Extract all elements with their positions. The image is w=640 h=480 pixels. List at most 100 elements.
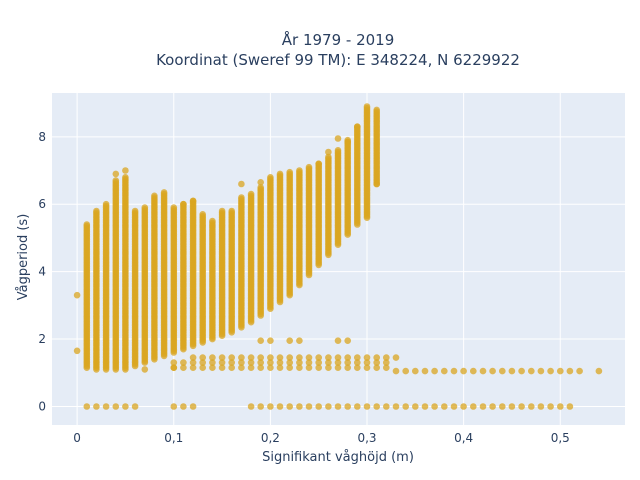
data-point [325, 354, 332, 361]
data-point [189, 364, 197, 372]
data-point [286, 403, 294, 410]
data-point [363, 364, 371, 372]
data-point [566, 367, 574, 375]
x-tick-label: 0,5 [551, 431, 570, 445]
data-point [344, 354, 352, 361]
data-point [325, 403, 332, 410]
x-tick-label: 0,3 [357, 431, 376, 445]
data-point [199, 364, 206, 372]
data-point [354, 123, 361, 130]
data-point [431, 367, 438, 375]
data-point [228, 359, 235, 366]
data-point [218, 364, 226, 372]
data-point [363, 354, 371, 361]
data-point [209, 354, 216, 361]
data-point [595, 367, 603, 375]
data-point [247, 403, 255, 410]
data-point [247, 359, 255, 366]
data-point [402, 367, 410, 375]
data-point [421, 403, 429, 410]
data-point [141, 366, 149, 373]
data-point [479, 403, 487, 410]
data-point [170, 359, 178, 366]
y-tick-label: 0 [38, 399, 46, 413]
data-point [218, 207, 226, 215]
data-point [131, 403, 139, 410]
data-point [83, 221, 91, 228]
data-point [363, 103, 371, 110]
data-point [276, 403, 284, 410]
data-point [170, 204, 178, 211]
data-point [141, 204, 149, 211]
data-point [257, 337, 265, 345]
data-point [209, 359, 216, 366]
data-point [441, 403, 448, 410]
data-point [305, 359, 313, 366]
data-point [499, 367, 506, 375]
data-point [112, 403, 120, 410]
data-point [441, 367, 448, 375]
data-point [189, 403, 197, 410]
data-point [412, 403, 419, 410]
data-point [180, 359, 187, 366]
data-point [238, 359, 245, 366]
data-point [286, 168, 294, 176]
data-point [354, 359, 361, 366]
data-point [470, 367, 477, 375]
data-point [267, 174, 274, 181]
data-point [93, 403, 100, 410]
data-point [296, 364, 303, 372]
data-point [305, 403, 313, 410]
data-point [112, 177, 120, 184]
data-point [557, 403, 564, 410]
data-point [131, 207, 139, 215]
data-point [267, 354, 274, 361]
data-point [373, 106, 381, 114]
data-point [392, 354, 400, 361]
data-point [238, 354, 245, 361]
data-point [257, 354, 265, 361]
data-point [238, 364, 245, 372]
data-point [489, 367, 496, 375]
data-point [354, 354, 361, 361]
data-point [325, 364, 332, 372]
data-point [247, 364, 255, 372]
data-point [180, 364, 187, 372]
data-point [238, 180, 245, 188]
data-point [267, 364, 274, 372]
data-point [315, 354, 323, 361]
data-point [257, 179, 265, 186]
data-point [257, 403, 265, 410]
data-point [122, 403, 129, 410]
data-point [180, 200, 187, 208]
data-point [228, 354, 235, 361]
data-point [199, 354, 206, 361]
data-point [518, 367, 525, 375]
data-point [315, 403, 323, 410]
data-point [73, 347, 81, 355]
data-point [276, 170, 284, 178]
data-point [247, 190, 255, 198]
data-points [73, 103, 603, 410]
data-point [383, 359, 390, 366]
data-point [296, 359, 303, 366]
data-point [296, 403, 303, 410]
data-point [218, 354, 226, 361]
data-point [199, 359, 206, 366]
data-point [73, 291, 81, 299]
data-point [460, 367, 467, 375]
data-point [122, 167, 129, 174]
data-point [576, 367, 583, 375]
data-point [257, 184, 265, 191]
data-point [383, 354, 390, 361]
data-point [276, 359, 284, 366]
data-point [257, 364, 265, 372]
data-point [392, 367, 400, 375]
data-point [383, 364, 390, 372]
data-point [160, 189, 168, 196]
data-point [267, 337, 274, 345]
data-point [305, 354, 313, 361]
data-point [344, 359, 352, 366]
chart-title-line-1: År 1979 - 2019 [282, 30, 395, 49]
data-point [344, 337, 352, 345]
